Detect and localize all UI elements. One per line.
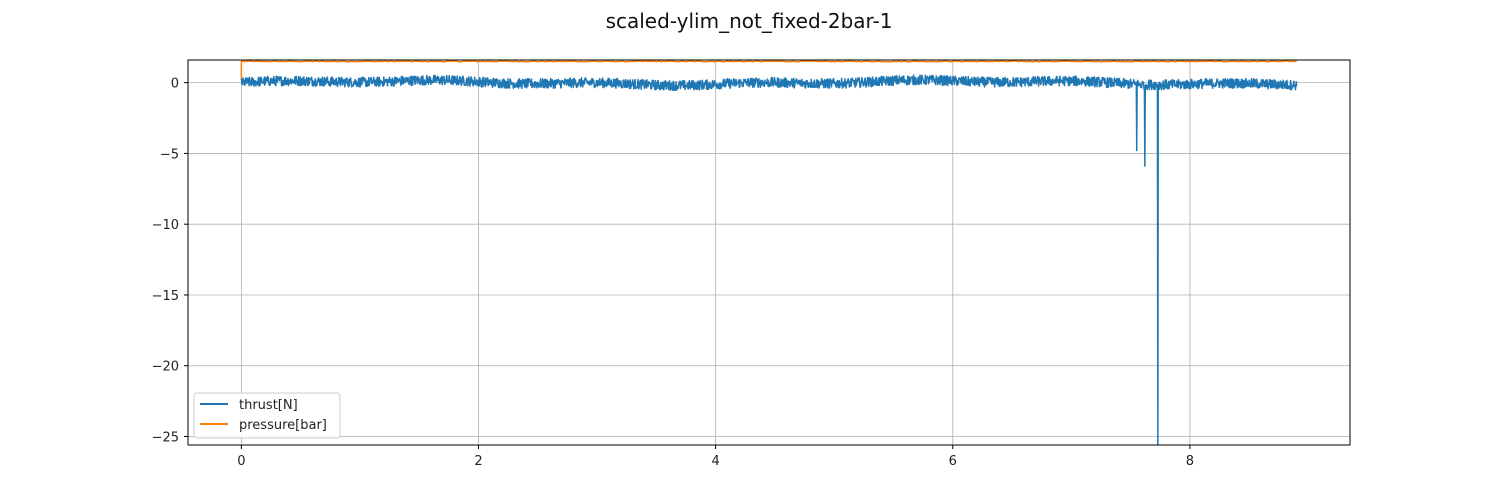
plot-area [240, 60, 1298, 445]
x-tick-label: 8 [1186, 454, 1194, 469]
chart-title: scaled-ylim_not_fixed-2bar-1 [606, 9, 893, 33]
legend-label-thrust: thrust[N] [239, 398, 298, 413]
axes-frame [187, 59, 1351, 446]
axis-ticks: 0 2 4 6 8 0 −5 −10 −15 −20 −25 [152, 77, 1195, 469]
y-tick-label: −25 [152, 431, 179, 446]
series-line-pressure [240, 60, 1297, 80]
x-tick-label: 2 [474, 454, 482, 469]
y-tick-label: −5 [160, 147, 179, 162]
x-tick-label: 6 [949, 454, 957, 469]
series-line-thrust [240, 74, 1298, 445]
y-tick-label: −20 [152, 360, 179, 375]
y-tick-label: −15 [152, 289, 179, 304]
y-tick-label: 0 [171, 77, 179, 92]
legend-label-pressure: pressure[bar] [239, 418, 327, 433]
legend-box [193, 392, 341, 439]
legend: thrust[N] pressure[bar] [193, 392, 341, 439]
y-tick-label: −10 [152, 218, 179, 233]
x-tick-label: 0 [237, 454, 245, 469]
grid [188, 60, 1350, 445]
x-tick-label: 4 [712, 454, 720, 469]
